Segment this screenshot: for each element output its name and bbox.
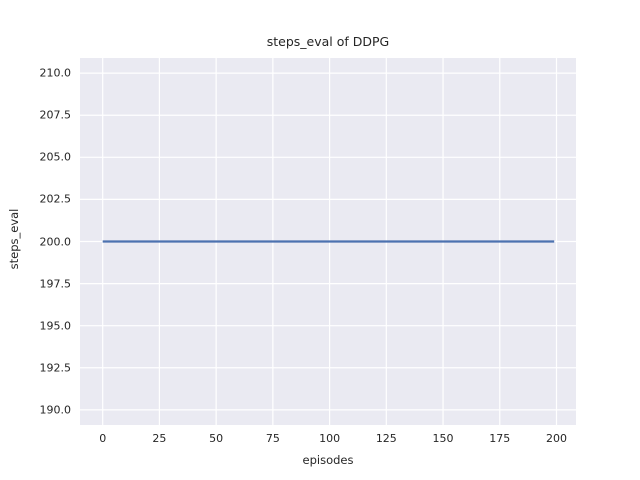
- x-tick-label: 200: [545, 432, 567, 445]
- y-tick-label: 205.0: [39, 150, 72, 164]
- x-tick-label: 150: [432, 432, 454, 445]
- x-tick-label: 0: [99, 432, 107, 445]
- x-axis-label: episodes: [302, 453, 354, 467]
- y-tick-label: 207.5: [39, 108, 72, 122]
- x-tick-label: 125: [375, 432, 397, 445]
- y-tick-label: 200.0: [39, 235, 72, 248]
- x-tick-label: 175: [489, 432, 511, 445]
- y-tick-label: 210.0: [39, 66, 72, 80]
- y-tick-label: 202.5: [39, 192, 72, 206]
- y-tick-label: 192.5: [39, 361, 72, 375]
- x-tick-label: 75: [265, 432, 280, 445]
- y-tick-label: 195.0: [39, 319, 72, 333]
- plot-area: [80, 58, 576, 425]
- x-tick-label: 25: [152, 432, 167, 445]
- chart-title: steps_eval of DDPG: [266, 34, 390, 49]
- y-tick-label: 190.0: [39, 403, 72, 417]
- plot-canvas: [80, 58, 576, 425]
- y-tick-label: 197.5: [39, 277, 72, 291]
- x-tick-label: 100: [319, 432, 341, 445]
- x-tick-label: 50: [209, 432, 224, 445]
